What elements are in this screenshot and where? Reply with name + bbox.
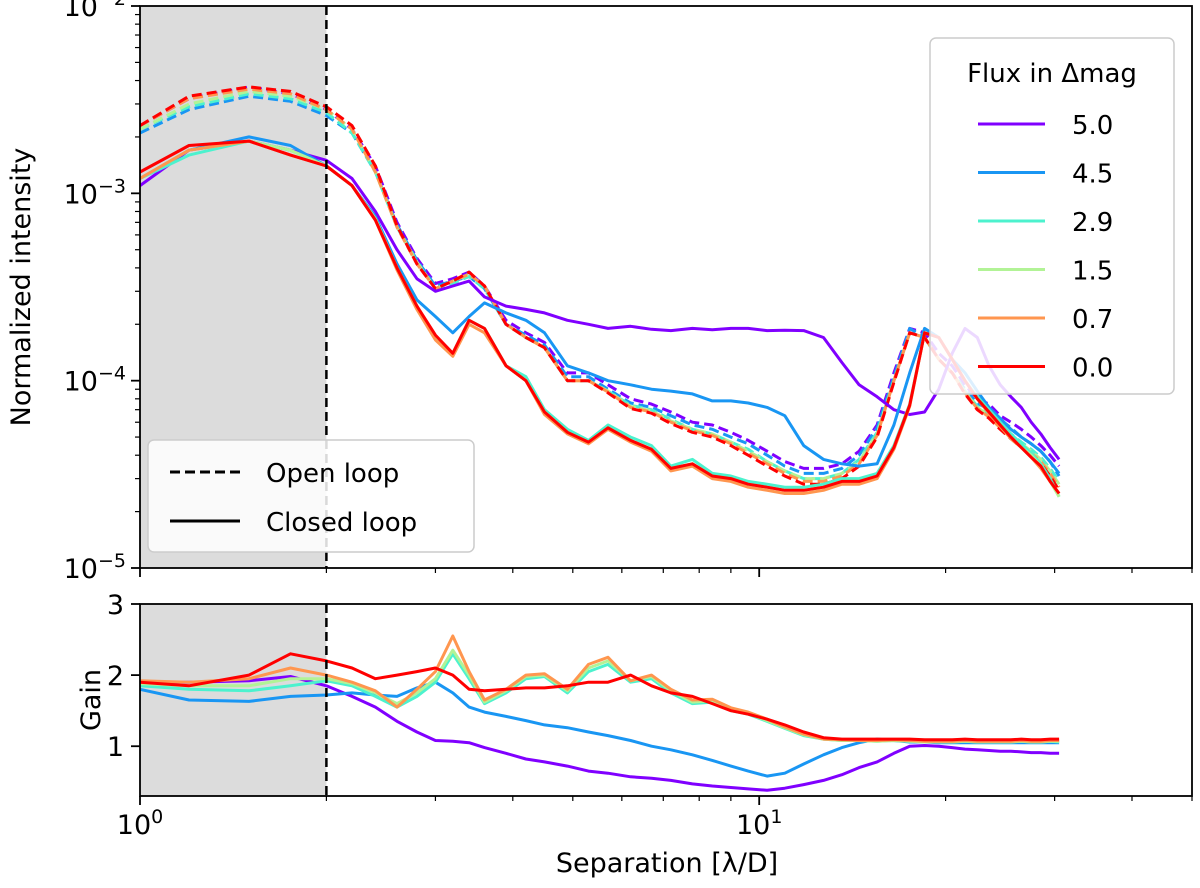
series-line-0-0 [140, 652, 1060, 742]
gain-panel: 1 2 3 100 101 Gain [76, 590, 1193, 841]
y-tick-label: 3 [107, 590, 124, 621]
legend-entry-label: 0.7 [1072, 305, 1113, 335]
legend-box [929, 37, 1175, 395]
legend-entry-label: Open loop [266, 459, 399, 489]
loop-legend: Open loop Closed loop [147, 439, 475, 553]
legend-entry-label: 1.5 [1072, 257, 1113, 287]
axes-frame [139, 5, 1193, 569]
legend-entry-label: Closed loop [266, 508, 417, 538]
y-axis-label: Gain [76, 669, 107, 731]
y-tick-label: 10−4 [64, 363, 126, 398]
y-tick-label: 10−2 [64, 0, 126, 23]
y-tick-label: 10−3 [64, 175, 126, 210]
intensity-panel: 10−2 10−3 10−4 10−5 Normalized intensity Flux… [6, 0, 1193, 585]
legend-entry-label: 2.9 [1072, 208, 1113, 238]
x-axis-label: Separation [λ/D] [556, 848, 778, 879]
x-tick-label: 101 [736, 806, 782, 841]
x-tick-label: 100 [117, 806, 163, 841]
series-line-5-0 [140, 675, 1060, 792]
y-axis-label: Normalized intensity [6, 148, 37, 427]
series-line-closed-0-0 [140, 139, 1061, 495]
legend-entry-label: 5.0 [1072, 111, 1113, 141]
flux-legend: Flux in Δmag 5.0 4.5 2.9 1.5 0.7 0.0 [929, 37, 1175, 395]
series-line-open-0-0 [140, 85, 1061, 492]
legend-entry-label: 4.5 [1072, 160, 1113, 190]
y-tick-label: 10−5 [64, 550, 126, 585]
y-tick-label: 1 [107, 732, 124, 763]
legend-title: Flux in Δmag [967, 59, 1137, 89]
legend-box [147, 439, 475, 553]
axes-frame [139, 603, 1193, 797]
y-tick-label: 2 [107, 661, 124, 692]
legend-entry-label: 0.0 [1072, 354, 1113, 384]
